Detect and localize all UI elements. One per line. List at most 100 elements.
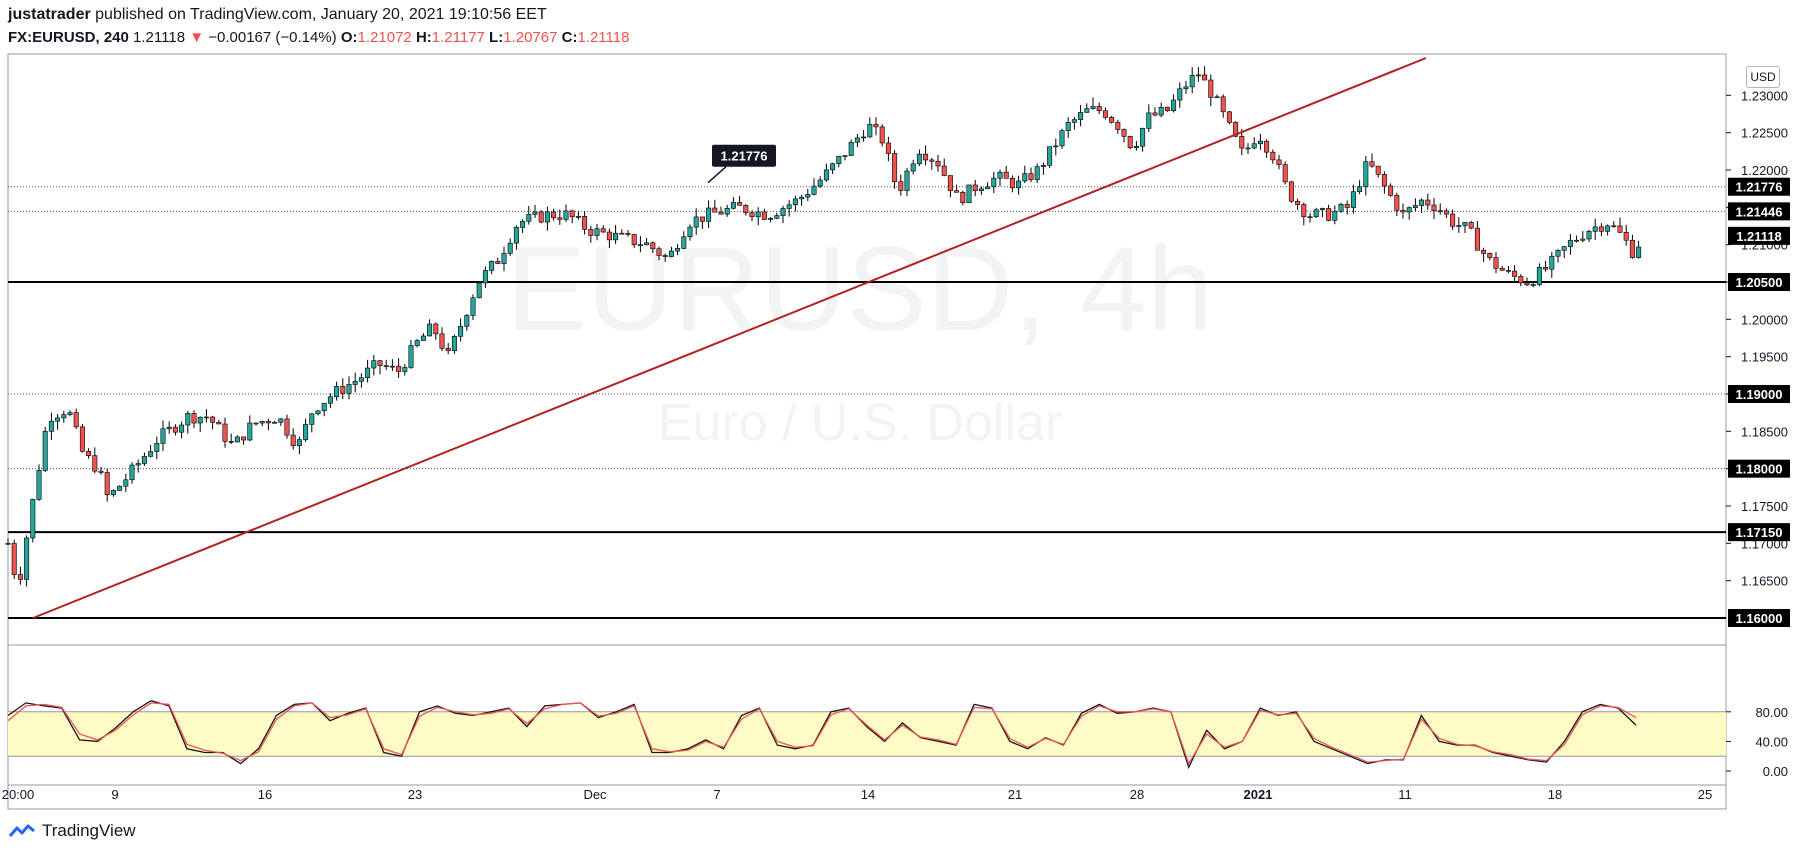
candle-down: [1009, 177, 1015, 189]
candle-down: [191, 413, 197, 424]
candle-up: [1357, 186, 1363, 192]
candle-down: [631, 234, 637, 245]
candle-up: [1592, 226, 1598, 232]
candle-down: [284, 418, 290, 436]
candle-up: [724, 207, 730, 215]
candle-down: [73, 412, 79, 428]
candle-down: [637, 244, 643, 246]
candle-up: [805, 194, 811, 198]
candle-down: [1425, 199, 1431, 206]
candle-up: [482, 270, 488, 284]
candle-down: [1152, 112, 1158, 116]
candle-down: [1450, 213, 1456, 227]
candle-down: [1505, 270, 1511, 272]
candle-down: [104, 472, 110, 496]
time-tick-label: 16: [258, 787, 272, 802]
candle-down: [1202, 74, 1208, 81]
candle-up: [36, 470, 42, 500]
open-value: 1.21072: [357, 29, 412, 46]
candle-up: [1555, 249, 1561, 257]
candle-up: [451, 335, 457, 351]
price-callout-pointer: [707, 166, 727, 184]
candle-down: [972, 184, 978, 191]
candle-up: [334, 386, 340, 398]
candle-up: [30, 499, 36, 539]
price-label: 1.21118: [1736, 229, 1782, 244]
candle-up: [234, 436, 240, 443]
price-label-box: [1728, 523, 1790, 542]
candle-up: [309, 413, 315, 425]
candle-down: [1096, 106, 1102, 111]
candle-down: [216, 422, 222, 425]
candle-down: [743, 204, 749, 213]
price-label-box: [1728, 226, 1790, 245]
candle-down: [898, 181, 904, 191]
candle-up: [799, 196, 805, 200]
candle-up: [1586, 231, 1592, 240]
candle-down: [662, 255, 668, 257]
candle-up: [414, 340, 420, 346]
candle-down: [86, 451, 92, 456]
candle-down: [1288, 181, 1294, 202]
candle-up: [997, 171, 1003, 179]
candle-down: [1226, 111, 1232, 123]
candle-down: [377, 360, 383, 366]
time-tick-label: 14: [861, 787, 875, 802]
candle-down: [879, 126, 885, 144]
candle-up: [1574, 239, 1580, 242]
price-chart[interactable]: EURUSD, 4h Euro / U.S. Dollar 1.23000 1.2…: [0, 0, 1805, 820]
currency-badge[interactable]: USD: [1746, 66, 1780, 88]
candle-down: [606, 231, 612, 241]
candle-up: [458, 326, 464, 337]
stoch-k-line: [7, 699, 1637, 770]
time-tick-label: 25: [1698, 787, 1712, 802]
symbol-label[interactable]: FX:EURUSD, 240: [8, 29, 129, 46]
candle-up: [544, 211, 550, 223]
candle-down: [1481, 249, 1487, 254]
price-tick-label: 1.18500: [1741, 424, 1788, 439]
candle-up: [1040, 165, 1046, 167]
candle-down: [650, 242, 656, 250]
price-label-box: [1728, 385, 1790, 403]
candle-up: [693, 216, 699, 228]
candle-down: [396, 365, 402, 372]
candle-up: [346, 384, 352, 394]
candle-up: [315, 410, 321, 415]
candle-down: [873, 123, 879, 128]
author-name[interactable]: justatrader: [8, 6, 91, 23]
candle-up: [489, 261, 495, 271]
candle-down: [241, 436, 247, 441]
price-label-box: [1728, 177, 1790, 196]
candle-down: [1233, 122, 1239, 137]
candle-up: [755, 211, 761, 218]
tradingview-logo[interactable]: TradingView: [8, 821, 136, 841]
candle-up: [148, 451, 154, 457]
candle-up: [526, 214, 532, 222]
candle-up: [117, 485, 123, 491]
candle-up: [464, 315, 470, 327]
price-tick-label: 1.22000: [1741, 163, 1788, 178]
candle-down: [588, 229, 594, 236]
candle-up: [1133, 145, 1139, 149]
candle-up: [371, 360, 377, 369]
candle-down: [1220, 96, 1226, 113]
candle-up: [1307, 216, 1313, 219]
candle-up: [985, 186, 991, 190]
candle-up: [1530, 284, 1536, 286]
down-arrow-icon: ▼: [189, 29, 205, 46]
candle-up: [365, 367, 371, 378]
candle-up: [42, 430, 48, 471]
candle-down: [1208, 79, 1214, 98]
candle-up: [1456, 225, 1462, 227]
candle-up: [854, 137, 860, 143]
candle-up: [1195, 74, 1201, 77]
candle-down: [495, 261, 501, 264]
candle-down: [557, 217, 563, 220]
time-tick-label: Dec: [583, 787, 607, 802]
candle-down: [1524, 282, 1530, 286]
candle-up: [259, 420, 265, 424]
candle-up: [811, 185, 817, 195]
candle-down: [1388, 185, 1394, 196]
candle-down: [253, 422, 259, 425]
candle-up: [278, 418, 284, 423]
